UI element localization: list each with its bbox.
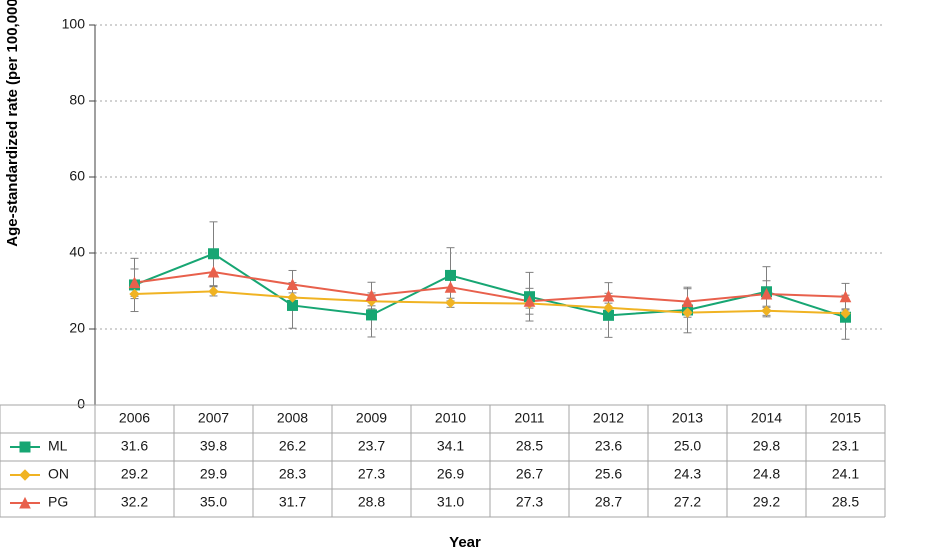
table-cell: 26.9 xyxy=(437,466,464,482)
table-cell: 31.0 xyxy=(437,494,464,510)
marker-ml xyxy=(209,249,219,259)
marker-ml xyxy=(367,310,377,320)
table-cell: 32.2 xyxy=(121,494,148,510)
legend-marker-on xyxy=(20,470,30,480)
table-header-cell: 2006 xyxy=(119,410,150,426)
table-cell: 27.3 xyxy=(358,466,385,482)
table-header-cell: 2012 xyxy=(593,410,624,426)
y-axis-label: Age-standardized rate (per 100,000) xyxy=(4,0,21,246)
table-cell: 27.3 xyxy=(516,494,543,510)
y-tick-label: 80 xyxy=(69,92,85,108)
y-tick-label: 0 xyxy=(77,396,85,412)
table-cell: 35.0 xyxy=(200,494,227,510)
table-cell: 31.6 xyxy=(121,438,148,454)
table-cell: 26.2 xyxy=(279,438,306,454)
table-cell: 23.1 xyxy=(832,438,859,454)
table-cell: 31.7 xyxy=(279,494,306,510)
table-header-cell: 2010 xyxy=(435,410,466,426)
table-cell: 25.0 xyxy=(674,438,701,454)
table-cell: 34.1 xyxy=(437,438,464,454)
table-cell: 28.5 xyxy=(516,438,543,454)
table-cell: 29.9 xyxy=(200,466,227,482)
table-cell: 24.8 xyxy=(753,466,780,482)
table-cell: 39.8 xyxy=(200,438,227,454)
table-cell: 25.6 xyxy=(595,466,622,482)
legend-label: ON xyxy=(48,466,69,482)
table-cell: 23.6 xyxy=(595,438,622,454)
marker-on xyxy=(209,287,218,296)
table-cell: 29.2 xyxy=(753,494,780,510)
chart-container: Age-standardized rate (per 100,000) Year… xyxy=(0,0,930,557)
table-cell: 24.3 xyxy=(674,466,701,482)
x-axis-label: Year xyxy=(449,534,481,551)
table-header-cell: 2007 xyxy=(198,410,229,426)
marker-ml xyxy=(446,270,456,280)
table-header-cell: 2009 xyxy=(356,410,387,426)
table-cell: 29.8 xyxy=(753,438,780,454)
legend-label: PG xyxy=(48,494,68,510)
table-header-cell: 2015 xyxy=(830,410,861,426)
table-cell: 29.2 xyxy=(121,466,148,482)
series-line-ml xyxy=(135,254,846,317)
table-header-cell: 2008 xyxy=(277,410,308,426)
y-tick-label: 20 xyxy=(69,320,85,336)
table-header-cell: 2013 xyxy=(672,410,703,426)
table-cell: 28.3 xyxy=(279,466,306,482)
legend-label: ML xyxy=(48,438,68,454)
table-header-cell: 2011 xyxy=(514,410,544,426)
y-tick-label: 40 xyxy=(69,244,85,260)
y-tick-label: 100 xyxy=(62,16,86,32)
table-cell: 28.7 xyxy=(595,494,622,510)
marker-on xyxy=(446,298,455,307)
marker-on xyxy=(130,290,139,299)
table-cell: 28.8 xyxy=(358,494,385,510)
chart-svg: 0 20 40 60 80 100 2006 2007 2008 2009 2010 2011 2012… xyxy=(0,0,930,557)
table-header-cell: 2014 xyxy=(751,410,782,426)
y-tick-label: 60 xyxy=(69,168,85,184)
table-cell: 26.7 xyxy=(516,466,543,482)
table-cell: 28.5 xyxy=(832,494,859,510)
table-cell: 23.7 xyxy=(358,438,385,454)
table-cell: 27.2 xyxy=(674,494,701,510)
table-cell: 24.1 xyxy=(832,466,859,482)
legend-marker-ml xyxy=(20,442,30,452)
